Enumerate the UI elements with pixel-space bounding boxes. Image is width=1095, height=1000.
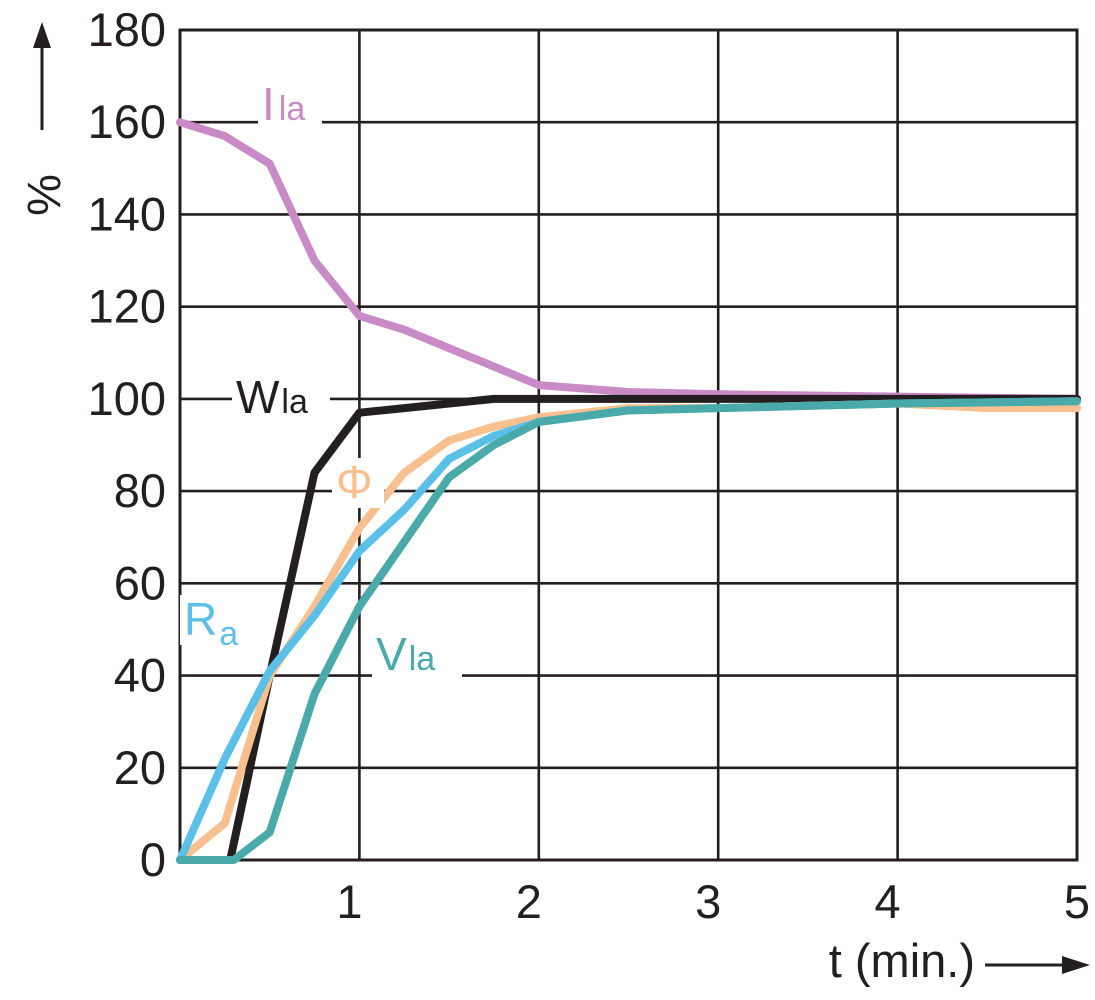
y-tick-label-20: 20 [114, 741, 166, 794]
series-lines [176, 118, 1081, 864]
series-label-wla: Wla [236, 371, 308, 423]
grid [180, 28, 1079, 862]
y-tick-label-80: 80 [114, 464, 166, 517]
x-tick-label-4: 4 [875, 875, 901, 928]
series-label-sub-ra: a [219, 615, 238, 653]
series-label-sub-ila: la [279, 90, 306, 128]
label-halo-wla [232, 373, 330, 423]
series-line-vla [176, 397, 1081, 864]
y-tick-label-100: 100 [88, 372, 166, 425]
x-tick-label-5: 5 [1064, 875, 1090, 928]
y-tick-label-180: 180 [88, 3, 166, 56]
label-halo-ila [258, 80, 322, 130]
series-label-vla: Vla [376, 628, 435, 680]
series-label-phi: Φ [336, 456, 373, 508]
series-label-main-phi: Φ [336, 456, 373, 508]
y-tick-label-0: 0 [140, 833, 166, 886]
series-label-sub-vla: la [409, 640, 436, 678]
x-tick-label-3: 3 [695, 875, 721, 928]
label-halo-vla [372, 630, 462, 680]
x-tick-label-1: 1 [336, 875, 362, 928]
y-tick-label-120: 120 [88, 280, 166, 333]
series-label-main-wla: W [236, 371, 280, 423]
series-label-main-ra: R [184, 593, 217, 645]
y-tick-label-160: 160 [88, 95, 166, 148]
y-axis-arrow-head [33, 22, 51, 48]
series-label-sub-wla: la [281, 383, 308, 421]
plot-frame [178, 28, 1079, 862]
series-label-main-ila: I [262, 78, 275, 130]
y-tick-label-60: 60 [114, 556, 166, 609]
x-tick-label-2: 2 [516, 875, 542, 928]
label-halo-phi [332, 458, 384, 508]
label-halo-ra [180, 595, 256, 645]
y-tick-label-140: 140 [88, 187, 166, 240]
x-axis-label: t (min.) [829, 934, 975, 987]
series-line-ila [176, 118, 1081, 403]
y-axis-label-group: % [17, 174, 70, 216]
y-axis-label: % [17, 174, 70, 216]
series-label-ra: Ra [184, 593, 238, 653]
y-tick-label-40: 40 [114, 649, 166, 702]
series-label-main-vla: V [376, 628, 407, 680]
x-axis-arrow-head [1062, 956, 1090, 974]
series-line-wla [176, 394, 1081, 864]
tick-labels: 0 20 40 60 80 100 120 140 160 180 1 2 3 4 5 [88, 3, 1090, 928]
